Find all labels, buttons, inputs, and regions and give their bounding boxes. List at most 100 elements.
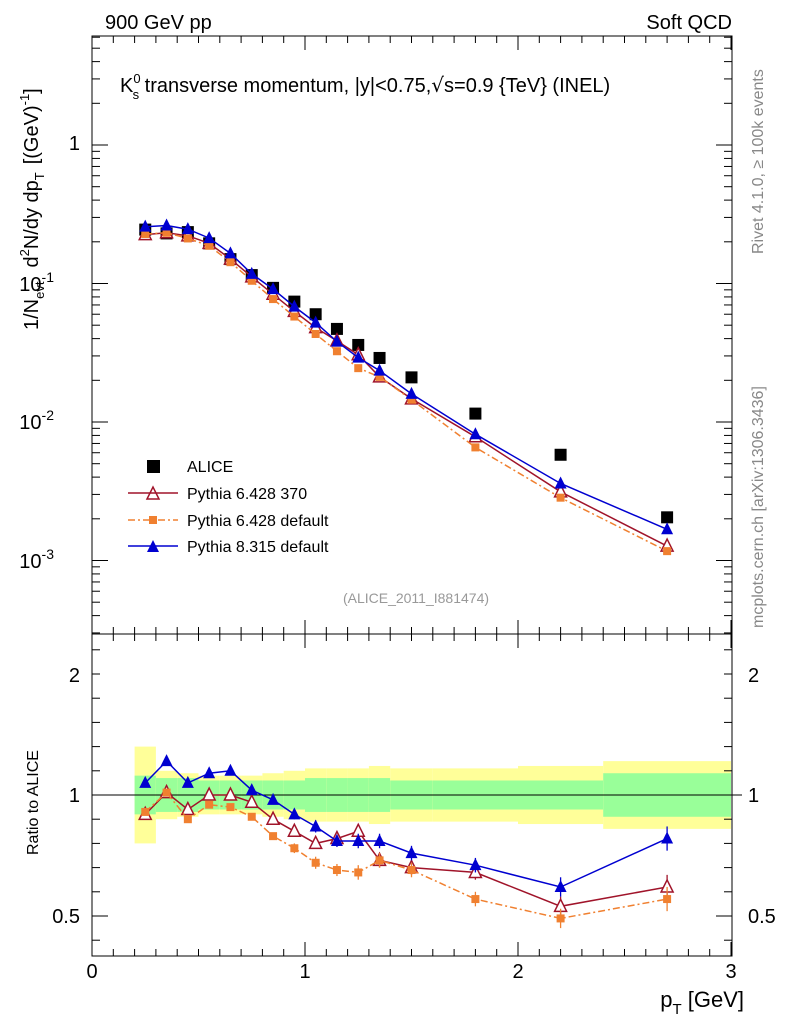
header-left: 900 GeV pp	[105, 12, 212, 34]
alice-data-point	[352, 338, 365, 351]
series-point-ratio	[405, 846, 418, 859]
legend-label: Pythia 6.428 default	[187, 513, 329, 530]
series-point-ratio	[330, 833, 343, 846]
legend-marker-alice	[147, 460, 160, 473]
series-point-main	[160, 218, 173, 231]
series-point-ratio	[332, 866, 341, 875]
alice-data-point	[373, 351, 386, 364]
tick-labels: 0 1 2 3 10-3 10-2 10-1 1 0.5 1 2 0.5 1 2	[19, 133, 776, 983]
series-point-ratio	[663, 895, 672, 904]
series-point-ratio	[287, 822, 302, 838]
series-point-ratio	[224, 763, 237, 776]
alice-data-point	[405, 371, 418, 384]
series-point-main	[309, 315, 322, 328]
series-point-main	[247, 276, 256, 285]
series-line-ratio	[144, 791, 668, 908]
series-point-ratio	[471, 895, 480, 904]
x-tick-label: 0	[86, 961, 97, 983]
alice-data-point	[554, 448, 567, 461]
series-point-ratio	[308, 834, 323, 850]
ratio-tick-label-right: 1	[748, 785, 759, 807]
series-line-main	[145, 232, 668, 547]
series-point-main	[405, 386, 418, 399]
ratio-tick-label: 2	[69, 665, 80, 687]
ratio-tick-label: 0.5	[52, 906, 80, 928]
alice-data-point	[309, 308, 322, 321]
axis-ticks	[91, 36, 732, 956]
series-point-main	[311, 329, 320, 338]
series-point-main	[267, 282, 280, 295]
header-right: Soft QCD	[646, 12, 732, 34]
series-point-ratio	[223, 786, 238, 801]
series-point-ratio	[267, 792, 280, 805]
mcplots-reference-text: mcplots.cern.ch [arXiv:1306.3436]	[750, 386, 767, 628]
legend-marker-py6-370	[145, 485, 161, 500]
analysis-tag: (ALICE_2011_I881474)	[343, 590, 489, 606]
alice-data-point	[661, 511, 674, 524]
series-point-ratio	[247, 812, 256, 821]
series-point-main	[290, 312, 299, 321]
series-point-main	[205, 241, 214, 250]
series-point-ratio	[183, 815, 192, 824]
series-point-ratio	[162, 788, 171, 797]
series-point-ratio	[407, 866, 416, 875]
series-point-ratio	[554, 879, 567, 892]
series-point-main	[269, 295, 278, 304]
series-point-main	[203, 231, 216, 244]
y-tick-label: 10-1	[19, 269, 54, 296]
alice-data-point	[330, 322, 343, 335]
series-point-main	[352, 350, 365, 363]
series-point-ratio	[139, 775, 152, 788]
x-tick-label: 2	[512, 961, 523, 983]
series-point-ratio	[244, 793, 259, 809]
y-axis-label: 1/Nevtd2N/dy dpT[(GeV)-1]	[17, 88, 47, 330]
series-point-ratio	[205, 800, 214, 809]
series-point-ratio	[265, 810, 281, 825]
series-point-ratio	[556, 914, 565, 923]
y-tick-label: 10-2	[19, 407, 54, 434]
series-point-main	[354, 364, 363, 373]
series-point-ratio	[269, 832, 278, 841]
series-point-ratio	[245, 783, 258, 796]
series-line-ratio	[144, 791, 668, 920]
series-point-main	[556, 493, 565, 502]
series-point-ratio	[180, 800, 196, 816]
series-point-ratio	[290, 844, 299, 853]
series-point-ratio	[469, 858, 482, 871]
alice-data-point	[469, 407, 482, 420]
series-point-main	[663, 547, 672, 556]
legend: ALICE Pythia 6.428 370 Pythia 6.428 defa…	[128, 459, 329, 556]
legend-label: Pythia 8.315 default	[187, 539, 329, 556]
series-point-ratio	[352, 833, 365, 846]
series-point-ratio	[203, 766, 216, 779]
series-point-ratio	[160, 754, 173, 767]
main-series	[138, 218, 675, 556]
x-tick-label: 3	[725, 961, 736, 983]
series-point-main	[288, 299, 301, 312]
series-point-ratio	[373, 833, 386, 846]
series-point-main	[183, 234, 192, 243]
series-point-ratio	[311, 858, 320, 867]
series-point-ratio	[288, 807, 301, 820]
ratio-axis-label: Ratio to ALICE	[25, 750, 42, 855]
y-tick-label: 10-3	[19, 546, 54, 573]
legend-marker-py6-default	[149, 516, 157, 524]
legend-label: ALICE	[187, 459, 233, 476]
ratio-tick-label-right: 0.5	[748, 906, 776, 928]
rivet-version-text: Rivet 4.1.0, ≥ 100k events	[750, 69, 767, 254]
series-point-main	[226, 258, 235, 267]
series-point-main	[162, 228, 171, 237]
ratio-tick-label-right: 2	[748, 665, 759, 687]
series-point-main	[373, 363, 386, 376]
series-line-main	[145, 232, 668, 552]
series-point-main	[661, 522, 674, 535]
series-point-ratio	[354, 868, 363, 877]
series-point-ratio	[375, 856, 384, 865]
series-point-main	[181, 222, 194, 235]
series-point-main	[375, 372, 384, 381]
y-tick-label: 1	[69, 133, 80, 155]
series-point-ratio	[181, 775, 194, 788]
series-point-main	[330, 334, 343, 347]
series-point-main	[224, 246, 237, 259]
